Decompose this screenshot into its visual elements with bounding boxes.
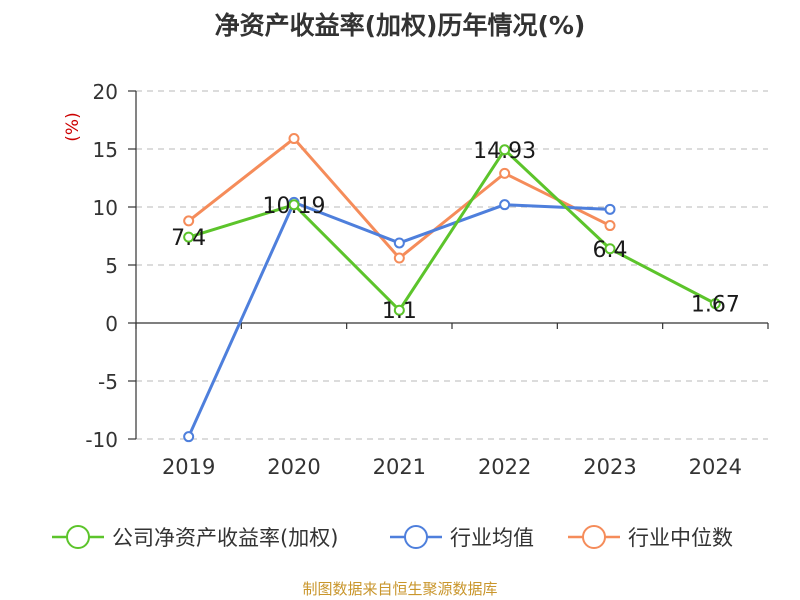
- data-point: [604, 243, 616, 255]
- x-tick-label: 2020: [267, 455, 320, 479]
- data-point: [288, 199, 300, 211]
- y-tick-label: -10: [85, 428, 118, 452]
- data-point: [288, 133, 300, 145]
- y-tick-label: -5: [98, 370, 118, 394]
- y-tick-label: 5: [105, 254, 118, 278]
- legend-marker-icon: [390, 525, 442, 549]
- data-point: [183, 231, 195, 243]
- legend-marker-icon: [52, 525, 104, 549]
- series-line: [188, 148, 717, 312]
- data-point: [499, 167, 511, 179]
- x-tick-label: 2021: [373, 455, 426, 479]
- grid-lines: [136, 90, 768, 440]
- legend-item: 行业中位数: [568, 521, 733, 553]
- y-axis-label: (%): [63, 112, 83, 141]
- data-labels: 7.4 10.19 1.1 14.93 6.4 1.67: [171, 139, 740, 324]
- data-point: [499, 199, 511, 211]
- legend-item: 行业均值: [390, 521, 534, 553]
- legend-label: 公司净资产收益率(加权): [112, 526, 339, 550]
- data-point: [393, 237, 405, 249]
- source-note: 制图数据来自恒生聚源数据库: [302, 580, 498, 598]
- chart-title: 净资产收益率(加权)历年情况(%): [214, 11, 586, 40]
- x-tick-label: 2019: [162, 455, 215, 479]
- data-point: [604, 203, 616, 215]
- y-tick-label: 10: [93, 196, 118, 220]
- data-point: [499, 144, 511, 156]
- data-label: 1.1: [382, 299, 417, 324]
- data-point: [393, 252, 405, 264]
- legend-label: 行业均值: [450, 526, 534, 550]
- x-tick-label: 2024: [689, 455, 742, 479]
- data-point: [183, 431, 195, 443]
- data-point: [393, 304, 405, 316]
- data-label: 1.67: [691, 293, 740, 318]
- y-tick-label: 15: [93, 138, 118, 162]
- legend-marker-icon: [568, 525, 620, 549]
- series-group: [183, 133, 721, 443]
- data-label: 7.4: [171, 226, 206, 251]
- data-label: 6.4: [593, 238, 628, 263]
- chart-legend: 公司净资产收益率(加权) 行业均值 行业中位数: [0, 521, 800, 553]
- data-label: 10.19: [263, 194, 326, 219]
- x-tick-label: 2022: [478, 455, 531, 479]
- y-tick-label: 0: [105, 312, 118, 336]
- data-label: 14.93: [473, 139, 536, 164]
- axes: -10 -5 0 5 10 15 20 2019 2020 2021 2022 2023 2024 (%): [63, 80, 769, 479]
- legend-item: 公司净资产收益率(加权): [52, 521, 338, 553]
- data-point: [183, 215, 195, 227]
- y-tick-label: 20: [93, 80, 118, 104]
- data-point: [604, 220, 616, 232]
- data-point: [709, 298, 721, 310]
- legend-label: 行业中位数: [628, 526, 733, 550]
- x-tick-label: 2023: [583, 455, 636, 479]
- line-chart: -10 -5 0 5 10 15 20 2019 2020 2021 2022 2023 2024 (%)…: [63, 80, 769, 479]
